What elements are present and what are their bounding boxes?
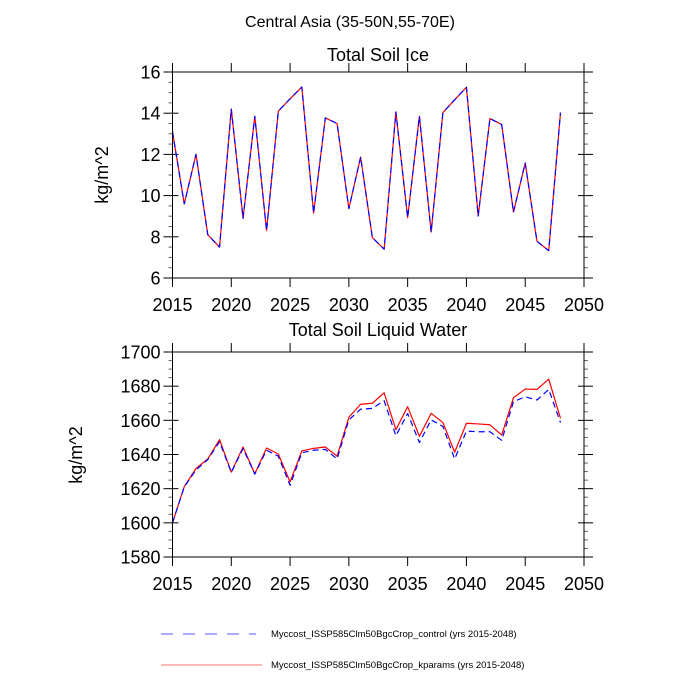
x-tick-label: 2050 <box>564 295 604 315</box>
series-line-control <box>171 388 562 524</box>
panel-total-soil-ice: Total Soil Ice kg/m^2 2015 2020 2025 2030 20… <box>92 45 604 315</box>
x-tick-label: 2050 <box>564 574 604 594</box>
x-tick-label: 2030 <box>329 295 369 315</box>
legend-label-control: Myccost_ISSP585Clm50BgcCrop_control (yrs… <box>271 629 517 640</box>
x-tick-label: 2035 <box>388 295 428 315</box>
y-tick-label: 1580 <box>120 548 160 568</box>
legend-label-kparams: Myccost_ISSP585Clm50BgcCrop_kparams (yrs… <box>271 660 524 671</box>
tick-labels: 2015 2020 2025 2030 2035 2040 2045 2050 6 8 10 12 14… <box>140 63 604 316</box>
x-tick-label: 2030 <box>329 574 369 594</box>
series-lines <box>171 378 562 524</box>
y-tick-label: 10 <box>140 186 160 206</box>
y-tick-label: 1600 <box>120 513 160 533</box>
x-tick-label: 2025 <box>270 574 310 594</box>
y-axis-label: kg/m^2 <box>66 426 86 483</box>
y-tick-label: 14 <box>140 104 160 124</box>
axis-ticks <box>163 343 593 566</box>
y-tick-label: 16 <box>140 63 160 83</box>
x-tick-label: 2035 <box>388 574 428 594</box>
series-line-control <box>171 86 562 252</box>
y-tick-label: 1640 <box>120 445 160 465</box>
panel-total-soil-liquid-water: Total Soil Liquid Water kg/m^2 2015 2020 2… <box>66 320 604 594</box>
plot-frame <box>172 351 585 558</box>
y-tick-label: 8 <box>150 227 160 247</box>
x-tick-label: 2020 <box>211 295 251 315</box>
x-tick-label: 2025 <box>270 295 310 315</box>
series-lines <box>171 86 562 252</box>
x-tick-label: 2045 <box>505 574 545 594</box>
x-tick-label: 2040 <box>446 295 486 315</box>
series-line-kparams <box>171 378 562 524</box>
x-tick-label: 2040 <box>446 574 486 594</box>
y-tick-label: 1680 <box>120 377 160 397</box>
axis-ticks <box>163 63 593 287</box>
y-tick-label: 12 <box>140 145 160 165</box>
x-tick-label: 2015 <box>152 295 192 315</box>
x-tick-label: 2045 <box>505 295 545 315</box>
y-tick-label: 1700 <box>120 343 160 363</box>
plot-frame <box>172 71 585 279</box>
x-tick-label: 2015 <box>152 574 192 594</box>
series-line-kparams <box>171 86 562 252</box>
y-tick-label: 1660 <box>120 411 160 431</box>
panel-title: Total Soil Ice <box>327 45 429 65</box>
y-tick-label: 6 <box>150 269 160 289</box>
x-tick-label: 2020 <box>211 574 251 594</box>
legend: Myccost_ISSP585Clm50BgcCrop_control (yrs… <box>161 629 524 671</box>
y-axis-label: kg/m^2 <box>92 146 112 203</box>
panel-title: Total Soil Liquid Water <box>289 320 467 340</box>
y-tick-label: 1620 <box>120 479 160 499</box>
tick-labels: 2015 2020 2025 2030 2035 2040 2045 2050 1580 1600… <box>120 343 604 595</box>
figure-title: Central Asia (35-50N,55-70E) <box>245 14 455 31</box>
